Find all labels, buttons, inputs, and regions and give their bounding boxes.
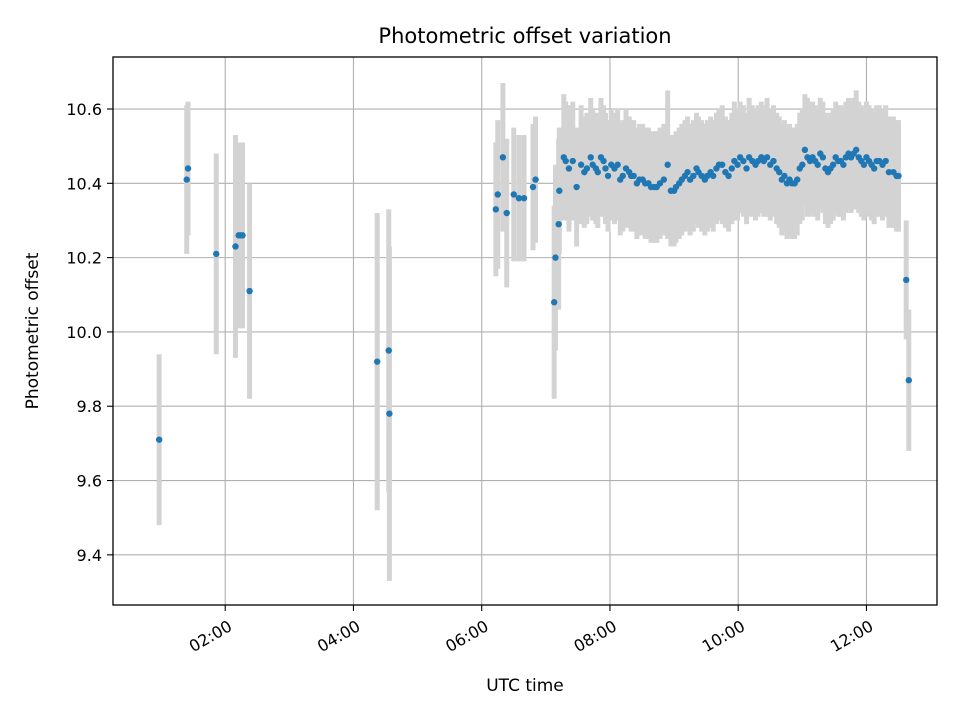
- y-tick-label: 10.6: [66, 100, 102, 119]
- x-tick-label: 10:00: [699, 616, 748, 656]
- data-point: [386, 410, 393, 417]
- data-point: [494, 191, 501, 198]
- data-point: [385, 347, 392, 354]
- y-tick-label: 10.2: [66, 249, 102, 268]
- data-point: [602, 165, 609, 172]
- data-point: [565, 165, 573, 172]
- data-point: [552, 254, 559, 261]
- data-point: [155, 436, 163, 443]
- plot-frame: [112, 56, 938, 606]
- data-point: [532, 176, 539, 183]
- x-axis-label: UTC time: [486, 676, 564, 696]
- data-points: [155, 146, 912, 443]
- data-point: [895, 172, 902, 180]
- data-point: [763, 154, 771, 161]
- data-point: [556, 187, 563, 194]
- data-point: [781, 172, 788, 180]
- data-point: [776, 168, 783, 176]
- y-axis-ticks: 9.4 9.6 9.8 10.0 10.2 10.4 10.6: [66, 100, 113, 565]
- data-point: [587, 154, 594, 161]
- data-point: [801, 146, 809, 154]
- data-point: [520, 194, 528, 202]
- data-point: [515, 194, 523, 202]
- data-point: [853, 146, 860, 154]
- x-tick-label: 06:00: [442, 616, 491, 656]
- data-point: [619, 172, 626, 180]
- data-point: [882, 157, 889, 165]
- x-axis-ticks: 02:00 04:00 06:00 08:00 10:00 12:00: [186, 605, 876, 656]
- data-point: [718, 161, 726, 168]
- data-point: [600, 157, 607, 165]
- data-point: [555, 220, 562, 228]
- data-point: [860, 161, 868, 168]
- data-point: [183, 176, 190, 183]
- data-point: [510, 191, 517, 198]
- data-point: [232, 243, 239, 250]
- data-point: [239, 232, 246, 239]
- y-tick-label: 9.6: [77, 472, 102, 491]
- data-point: [885, 168, 893, 176]
- data-point: [710, 172, 717, 180]
- y-tick-label: 10.0: [66, 323, 102, 342]
- data-point: [743, 165, 750, 172]
- data-point: [594, 168, 601, 176]
- data-point: [562, 157, 569, 165]
- data-point: [728, 165, 736, 172]
- data-point: [577, 161, 585, 168]
- chart-title: Photometric offset variation: [378, 24, 671, 48]
- data-point: [819, 154, 827, 161]
- data-point: [870, 165, 878, 172]
- data-point: [725, 172, 732, 180]
- data-point: [373, 358, 381, 365]
- data-point: [905, 377, 912, 384]
- x-tick-label: 08:00: [571, 616, 620, 656]
- x-tick-label: 04:00: [314, 616, 363, 656]
- data-point: [734, 161, 741, 168]
- y-tick-label: 9.4: [77, 546, 102, 565]
- data-point: [740, 157, 747, 165]
- data-point: [550, 299, 558, 306]
- data-point: [799, 161, 806, 168]
- data-point: [604, 172, 612, 180]
- data-point: [660, 176, 668, 183]
- data-point: [499, 154, 507, 161]
- y-axis-label: Photometric offset: [23, 252, 43, 409]
- data-point: [794, 176, 801, 183]
- data-point: [770, 157, 777, 165]
- data-point: [664, 161, 671, 168]
- data-point: [213, 250, 220, 258]
- data-point: [583, 165, 591, 172]
- data-point: [503, 209, 510, 217]
- data-point: [684, 168, 691, 176]
- data-point: [246, 287, 253, 295]
- data-point: [630, 172, 637, 180]
- y-tick-label: 9.8: [77, 397, 102, 416]
- data-point: [184, 165, 192, 172]
- data-point: [690, 172, 697, 180]
- data-point: [573, 183, 580, 191]
- data-point: [492, 206, 500, 213]
- x-tick-label: 12:00: [827, 616, 876, 656]
- data-point: [614, 161, 621, 168]
- data-point: [814, 161, 821, 168]
- y-tick-label: 10.4: [66, 174, 102, 193]
- data-point: [840, 161, 847, 168]
- data-point: [829, 161, 837, 168]
- data-point: [569, 157, 576, 165]
- data-point: [903, 276, 910, 284]
- data-point: [529, 183, 537, 191]
- x-tick-label: 02:00: [186, 616, 235, 656]
